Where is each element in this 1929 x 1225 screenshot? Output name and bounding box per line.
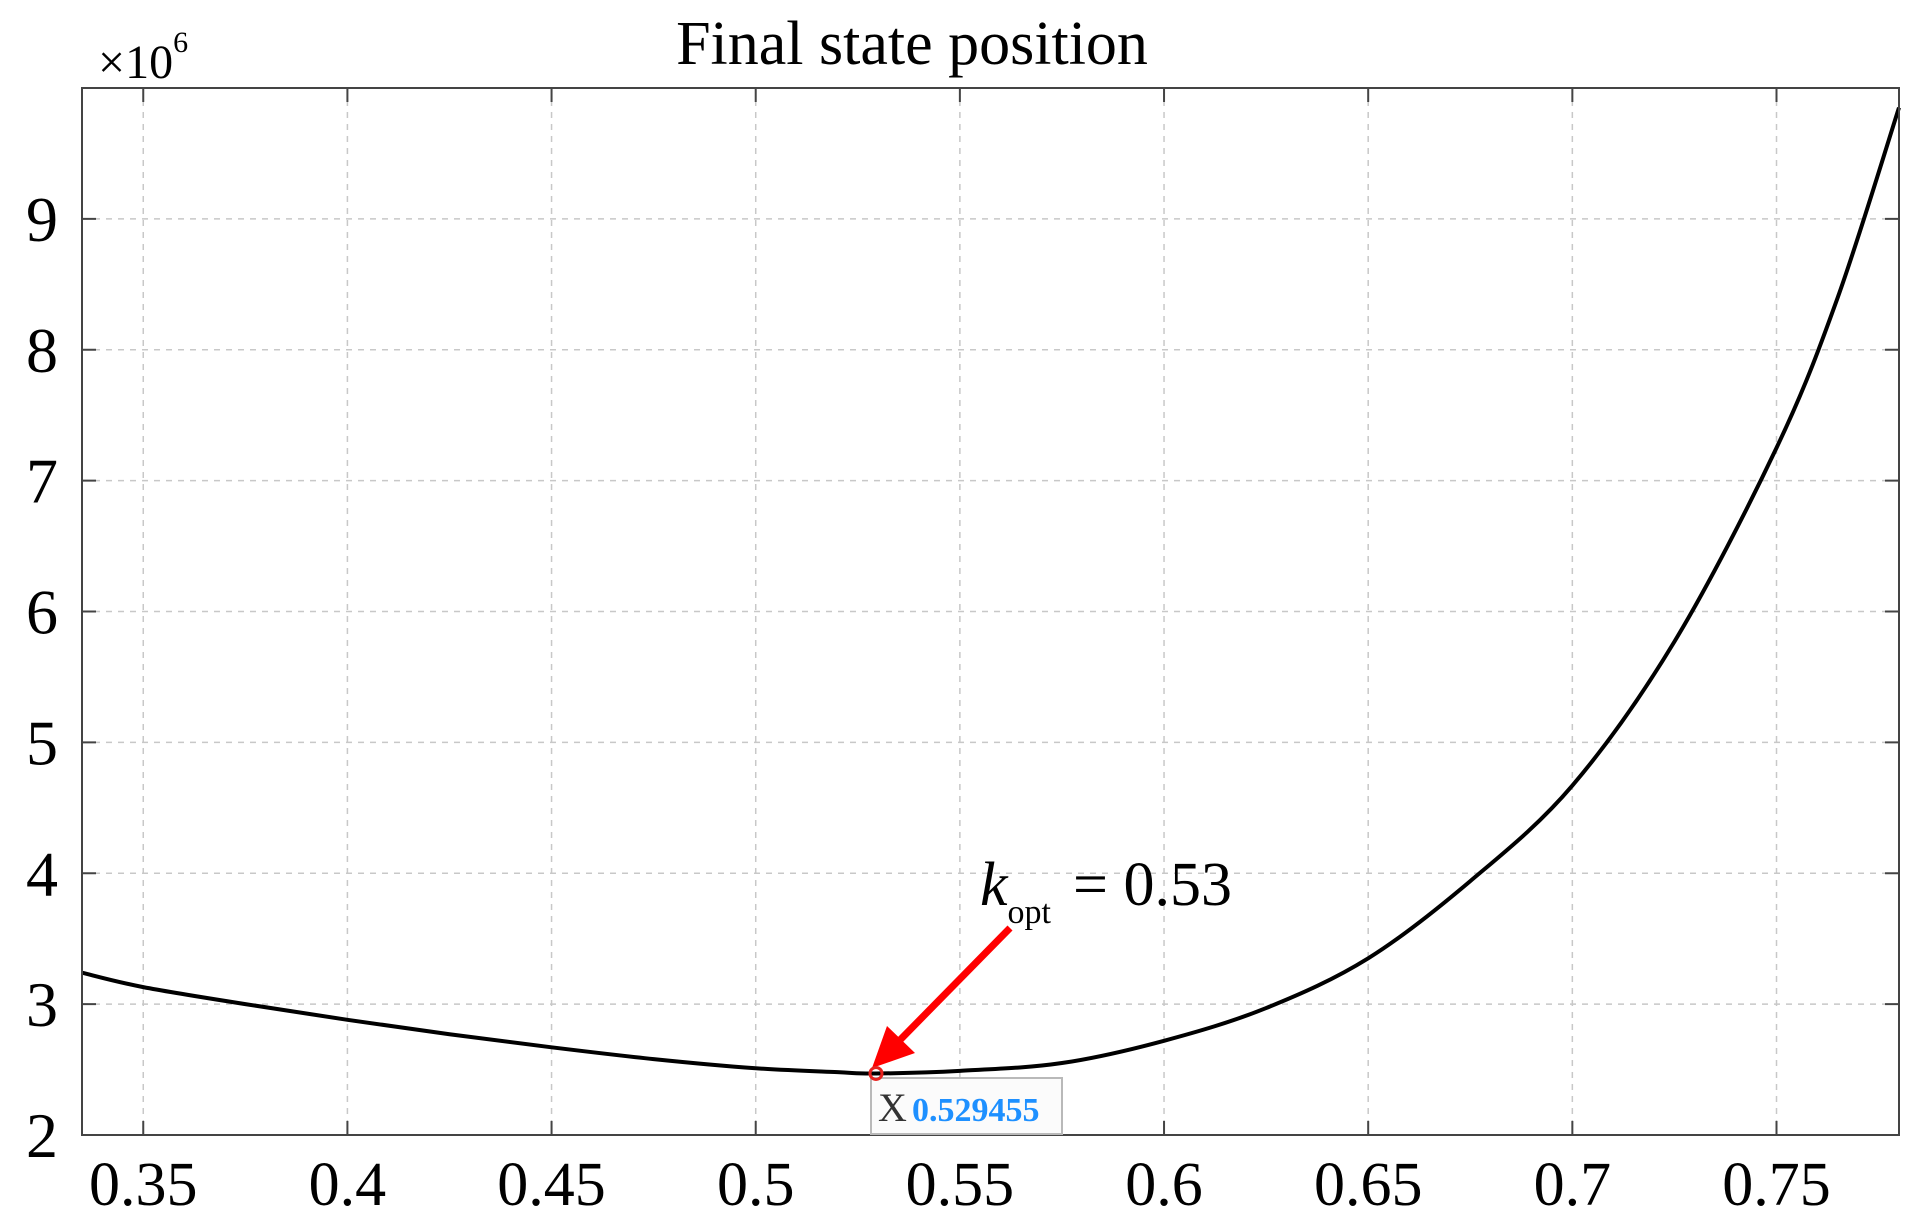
datatip-x-label: X [878,1085,907,1130]
y-exponent-base: ×10 [98,36,173,89]
plot-lines [81,107,1901,1076]
annotation-symbol: k [980,851,1009,919]
y-tick-label: 5 [26,707,58,778]
annotation-value: = 0.53 [1073,851,1232,919]
datatip-x-value: 0.529455 [912,1092,1040,1129]
annotation-subscript: opt [1008,894,1052,931]
y-tick-label: 7 [26,446,58,517]
tick-labels: 0.35 0.4 0.45 0.5 0.55 0.6 0.65 0.7 0.75 2 3 4 5 6 7 8 9 [26,184,1831,1219]
x-tick-label: 0.65 [1314,1151,1423,1219]
x-tick-label: 0.4 [309,1151,387,1219]
annotation-label: kopt = 0.53 [980,851,1232,931]
grid [82,88,1899,1135]
y-tick-label: 9 [26,184,58,255]
x-tick-label: 0.35 [89,1151,198,1219]
min-point-marker [868,1065,884,1081]
x-tick-label: 0.75 [1722,1151,1831,1219]
chart-title: Final state position [676,10,1148,78]
x-tick-label: 0.55 [906,1151,1015,1219]
x-tick-label: 0.5 [717,1151,795,1219]
y-exponent-label: ×106 [98,26,188,89]
annotation: kopt = 0.53 [872,851,1232,1068]
annotation-arrow-shaft [897,925,1013,1043]
x-tick-label: 0.45 [497,1151,606,1219]
datatip-box [870,1077,1063,1135]
series-line [81,107,1901,1076]
datatip: X 0.529455 [870,1077,1063,1135]
x-tick-label: 0.7 [1534,1151,1612,1219]
y-tick-label: 2 [26,1100,58,1171]
y-tick-label: 4 [26,838,58,909]
annotation-arrow-head [872,1026,915,1068]
y-exponent-power: 6 [173,26,188,59]
ticks [82,88,1899,1136]
x-tick-label: 0.6 [1125,1151,1203,1219]
y-tick-label: 3 [26,969,58,1040]
y-tick-label: 8 [26,315,58,386]
y-tick-label: 6 [26,577,58,648]
